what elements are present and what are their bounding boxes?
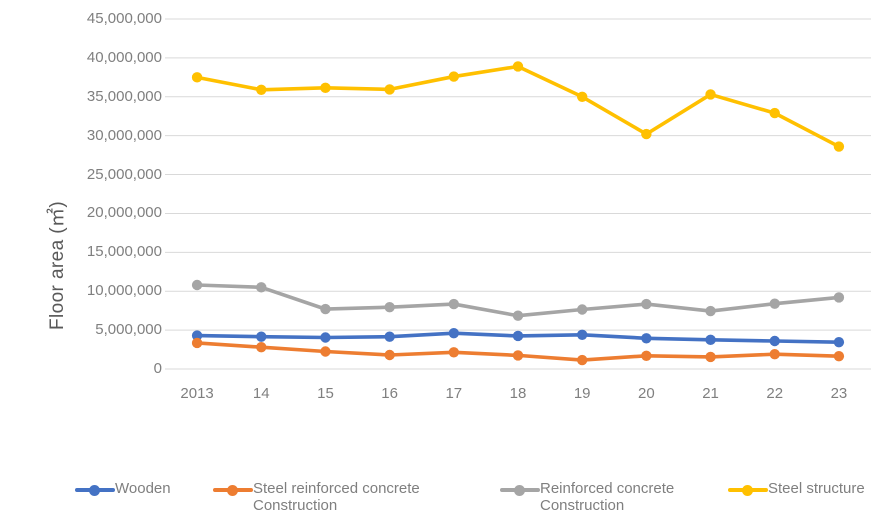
legend-label-line2: Construction xyxy=(540,497,625,514)
series-line xyxy=(195,64,841,149)
legend-marker-icon xyxy=(728,481,768,498)
gridlines xyxy=(165,18,871,370)
data-point-marker xyxy=(191,279,203,291)
data-point-marker xyxy=(320,82,331,94)
data-point-marker xyxy=(576,304,588,315)
data-point-marker xyxy=(705,305,716,317)
legend-label-line1: Steel reinforced concrete xyxy=(253,480,420,497)
y-axis-tick-label: 25,000,000 xyxy=(86,165,162,183)
chart-legend: Wooden Steel reinforced concrete Construct… xyxy=(0,472,891,520)
data-point-marker xyxy=(576,91,588,102)
data-point-marker xyxy=(448,347,460,358)
y-axis-tick-label: 40,000,000 xyxy=(86,48,162,66)
data-point-marker xyxy=(384,301,395,313)
y-axis-tick-label: 30,000,000 xyxy=(86,126,162,144)
legend-item[interactable]: Reinforced concrete Construction xyxy=(500,480,674,514)
legend-label-line1: Reinforced concrete xyxy=(540,480,675,497)
y-axis-tick-label: 45,000,000 xyxy=(86,10,162,27)
data-point-marker xyxy=(256,342,267,353)
x-axis-tick-label: 18 xyxy=(509,385,527,402)
data-point-marker xyxy=(705,334,716,346)
data-point-marker xyxy=(833,350,845,362)
data-point-marker xyxy=(833,336,845,348)
data-point-marker xyxy=(769,335,780,347)
data-point-marker xyxy=(256,84,267,95)
legend-label-line1: Steel structure xyxy=(768,480,865,497)
data-point-marker xyxy=(641,128,652,140)
data-point-marker xyxy=(641,298,652,310)
data-point-marker xyxy=(320,303,331,315)
legend-label-line1: Wooden xyxy=(115,480,171,497)
y-axis-tick-label: 5,000,000 xyxy=(95,321,162,339)
data-point-marker xyxy=(512,330,524,342)
data-point-marker xyxy=(705,351,716,363)
x-axis-tick-label: 19 xyxy=(573,385,591,402)
data-point-marker xyxy=(384,349,395,361)
y-axis-tick-label: 35,000,000 xyxy=(86,87,162,105)
x-axis-tick-label: 17 xyxy=(445,385,463,402)
data-point-marker xyxy=(256,282,267,293)
legend-marker-icon xyxy=(500,481,540,498)
data-point-marker xyxy=(833,292,845,303)
data-point-marker xyxy=(576,329,588,340)
x-axis-tick-label: 20 xyxy=(638,385,655,402)
legend-marker-icon xyxy=(75,481,115,498)
data-point-marker xyxy=(576,354,588,366)
x-axis-tick-label: 22 xyxy=(766,385,784,402)
data-point-marker xyxy=(512,310,524,321)
legend-label: Steel reinforced concrete Construction xyxy=(253,480,420,514)
data-point-marker xyxy=(448,298,460,310)
legend-item[interactable]: Steel reinforced concrete Construction xyxy=(213,480,420,514)
data-point-marker xyxy=(641,350,652,361)
data-point-marker xyxy=(641,333,652,344)
data-point-marker xyxy=(833,141,845,152)
y-axis-tick-label: 15,000,000 xyxy=(86,243,162,261)
x-axis-tick-label: 21 xyxy=(702,385,719,402)
legend-item[interactable]: Wooden xyxy=(75,480,171,498)
data-point-marker xyxy=(320,332,331,343)
data-point-marker xyxy=(512,350,524,361)
legend-label: Steel structure xyxy=(768,480,865,497)
data-point-marker xyxy=(384,84,395,95)
legend-label: Wooden xyxy=(115,480,171,497)
data-point-marker xyxy=(705,89,716,100)
data-point-marker xyxy=(448,71,460,82)
y-axis-tick-label: 0 xyxy=(153,360,162,377)
data-point-marker xyxy=(384,331,395,342)
data-point-marker xyxy=(191,72,203,83)
data-point-marker xyxy=(769,349,780,360)
x-axis-tick-label: 2013 xyxy=(180,385,214,402)
legend-marker-icon xyxy=(213,481,253,498)
y-axis-tick-label: 10,000,000 xyxy=(86,282,162,300)
data-point-marker xyxy=(448,328,460,339)
data-point-marker xyxy=(512,61,524,72)
data-point-marker xyxy=(191,337,203,349)
y-axis-tick-label: 20,000,000 xyxy=(86,204,162,222)
data-point-marker xyxy=(769,107,780,119)
data-point-marker xyxy=(256,331,267,342)
legend-item[interactable]: Steel structure xyxy=(728,480,865,498)
series-layer xyxy=(191,61,845,366)
data-point-marker xyxy=(191,330,203,341)
x-axis-tick-label: 16 xyxy=(381,385,398,402)
x-axis-tick-label: 14 xyxy=(252,385,270,402)
legend-label: Reinforced concrete Construction xyxy=(540,480,674,514)
x-axis-tick-label: 15 xyxy=(317,385,334,402)
x-axis-tick-label: 23 xyxy=(830,385,848,402)
data-point-marker xyxy=(320,346,331,357)
legend-label-line2: Construction xyxy=(253,497,338,514)
data-point-marker xyxy=(769,298,780,309)
